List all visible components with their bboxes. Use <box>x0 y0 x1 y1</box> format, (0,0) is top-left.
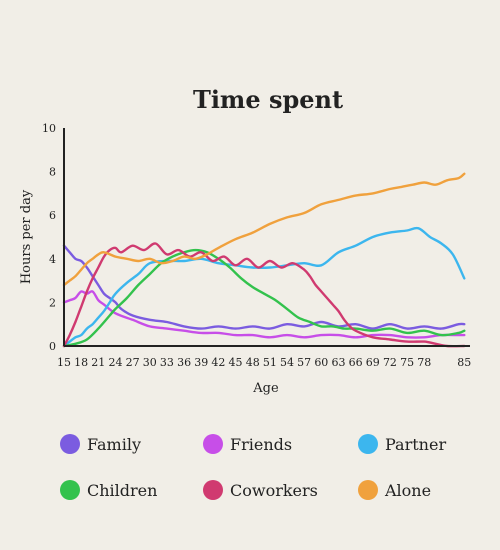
legend-item-family: Family <box>60 434 141 454</box>
legend-swatch <box>60 434 80 454</box>
series-line-children <box>62 248 466 348</box>
y-tick-label: 6 <box>49 209 56 222</box>
legend-swatch <box>203 480 223 500</box>
legend-swatch <box>203 434 223 454</box>
legend-swatch <box>358 480 378 500</box>
legend-item-coworkers: Coworkers <box>203 480 318 500</box>
legend-label: Alone <box>384 481 431 500</box>
x-tick-label: 30 <box>143 356 157 369</box>
y-tick-label: 8 <box>49 166 56 179</box>
legend-label: Partner <box>385 435 446 454</box>
y-tick-label: 0 <box>49 340 56 353</box>
x-tick-label: 75 <box>400 356 414 369</box>
legend-item-partner: Partner <box>358 434 446 454</box>
y-axis-label: Hours per day <box>19 189 34 284</box>
y-tick-label: 2 <box>49 296 56 309</box>
x-tick-label: 78 <box>417 356 431 369</box>
legend: Family Friends Partner Children Coworkers Alo… <box>60 434 446 500</box>
x-axis-label: Age <box>252 381 279 396</box>
y-axis-ticks: 0 2 4 6 8 10 <box>42 122 56 353</box>
y-tick-label: 10 <box>42 122 56 135</box>
x-tick-label: 33 <box>160 356 174 369</box>
x-tick-label: 54 <box>280 356 294 369</box>
legend-item-alone: Alone <box>358 480 431 500</box>
legend-swatch <box>60 480 80 500</box>
x-tick-label: 42 <box>211 356 225 369</box>
x-tick-label: 27 <box>126 356 140 369</box>
legend-label: Friends <box>230 435 292 454</box>
x-tick-label: 18 <box>74 356 88 369</box>
x-tick-label: 36 <box>177 356 191 369</box>
x-tick-label: 66 <box>349 356 363 369</box>
x-tick-label: 45 <box>229 356 243 369</box>
x-tick-label: 72 <box>383 356 397 369</box>
legend-swatch <box>358 434 378 454</box>
legend-label: Family <box>87 435 141 454</box>
series-lines <box>62 172 466 348</box>
series-line-partner <box>62 226 466 348</box>
x-tick-label: 60 <box>314 356 328 369</box>
series-line-coworkers <box>62 242 466 348</box>
x-tick-label: 21 <box>91 356 105 369</box>
x-tick-label: 51 <box>263 356 277 369</box>
x-tick-label: 39 <box>194 356 208 369</box>
legend-item-children: Children <box>60 480 157 500</box>
x-tick-label: 24 <box>108 356 122 369</box>
y-tick-label: 4 <box>49 253 56 266</box>
x-tick-label: 15 <box>57 356 71 369</box>
x-tick-label: 57 <box>297 356 311 369</box>
series-line-alone <box>62 172 466 287</box>
x-tick-label: 63 <box>331 356 345 369</box>
legend-item-friends: Friends <box>203 434 292 454</box>
axes <box>63 128 470 347</box>
chart-title: Time spent <box>193 85 343 114</box>
x-axis-ticks: 15 18 21 24 27 30 33 36 39 42 45 48 51 54 57 60 63 66 69 72… <box>57 356 471 369</box>
x-tick-label: 69 <box>366 356 380 369</box>
x-tick-label: 48 <box>246 356 260 369</box>
x-tick-label: 85 <box>457 356 471 369</box>
legend-label: Coworkers <box>230 481 318 500</box>
legend-label: Children <box>87 481 157 500</box>
series-line-friends <box>62 290 466 339</box>
